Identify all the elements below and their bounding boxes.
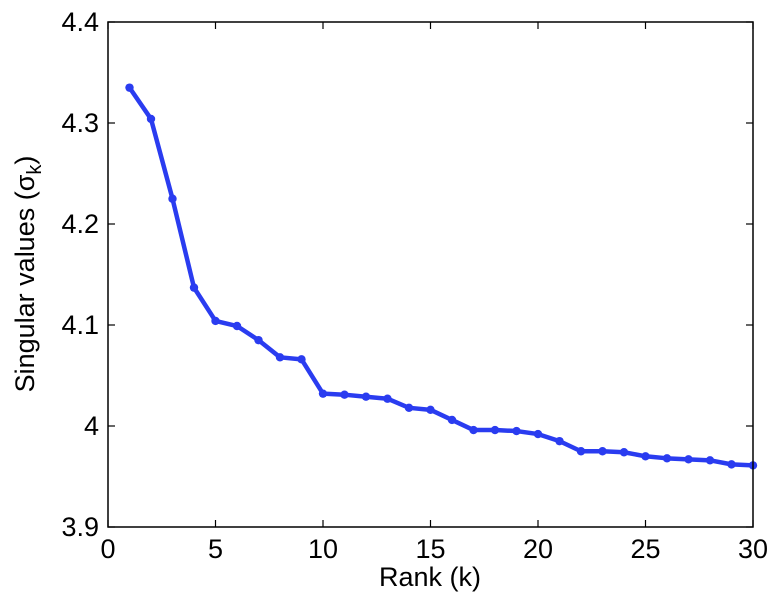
y-tick-label: 4.1 <box>61 310 99 340</box>
x-tick-label: 15 <box>415 534 445 564</box>
x-tick-label: 25 <box>630 534 660 564</box>
ticks-layer: 0 5 10 15 20 25 30 3.9 4 4.1 4.2 4.3 4.4 <box>61 7 768 564</box>
x-tick-label: 20 <box>523 534 553 564</box>
data-point <box>490 425 500 435</box>
data-point <box>168 194 177 203</box>
y-tick-label: 4.3 <box>61 108 99 138</box>
data-point <box>576 447 586 456</box>
data-point <box>512 426 521 436</box>
data-point <box>254 335 263 345</box>
x-tick-label: 0 <box>100 534 115 564</box>
data-point <box>361 392 371 401</box>
y-axis-label-main: Singular values (σ <box>10 174 40 392</box>
y-tick-label: 3.9 <box>61 512 99 542</box>
data-point <box>318 389 328 398</box>
data-point <box>555 436 564 446</box>
data-point <box>727 460 736 469</box>
y-tick-label: 4.4 <box>61 7 99 37</box>
data-point <box>533 429 543 439</box>
data-point <box>340 390 349 399</box>
x-axis-label: Rank (k) <box>379 562 481 592</box>
data-point <box>211 316 220 326</box>
data-point <box>275 353 285 362</box>
data-point <box>447 415 457 425</box>
labels-layer: Rank (k) Singular values (σk) <box>10 156 481 592</box>
data-point <box>426 405 435 415</box>
y-tick-label: 4.2 <box>61 209 99 239</box>
data-point <box>705 456 715 465</box>
y-axis-label: Singular values (σk) <box>10 156 46 393</box>
plot-area <box>108 22 753 527</box>
data-point <box>404 403 414 413</box>
data-point <box>232 321 242 331</box>
data-point <box>189 283 199 292</box>
data-point <box>146 114 156 124</box>
plot-frame <box>107 21 754 528</box>
data-point <box>619 448 629 457</box>
y-tick-label: 4 <box>84 411 99 441</box>
x-tick-label: 5 <box>208 534 223 564</box>
data-point <box>469 425 478 435</box>
data-point <box>598 447 607 456</box>
data-point <box>383 394 392 403</box>
data-point <box>641 452 650 461</box>
y-axis-label-subscript: k <box>24 164 46 175</box>
data-point <box>662 454 672 463</box>
x-tick-label: 30 <box>738 534 768 564</box>
x-tick-label: 10 <box>308 534 338 564</box>
data-point <box>684 455 693 464</box>
data-point <box>297 355 306 364</box>
series-layer <box>125 83 758 470</box>
data-point <box>125 83 134 92</box>
y-axis-label-suffix: ) <box>10 156 40 165</box>
